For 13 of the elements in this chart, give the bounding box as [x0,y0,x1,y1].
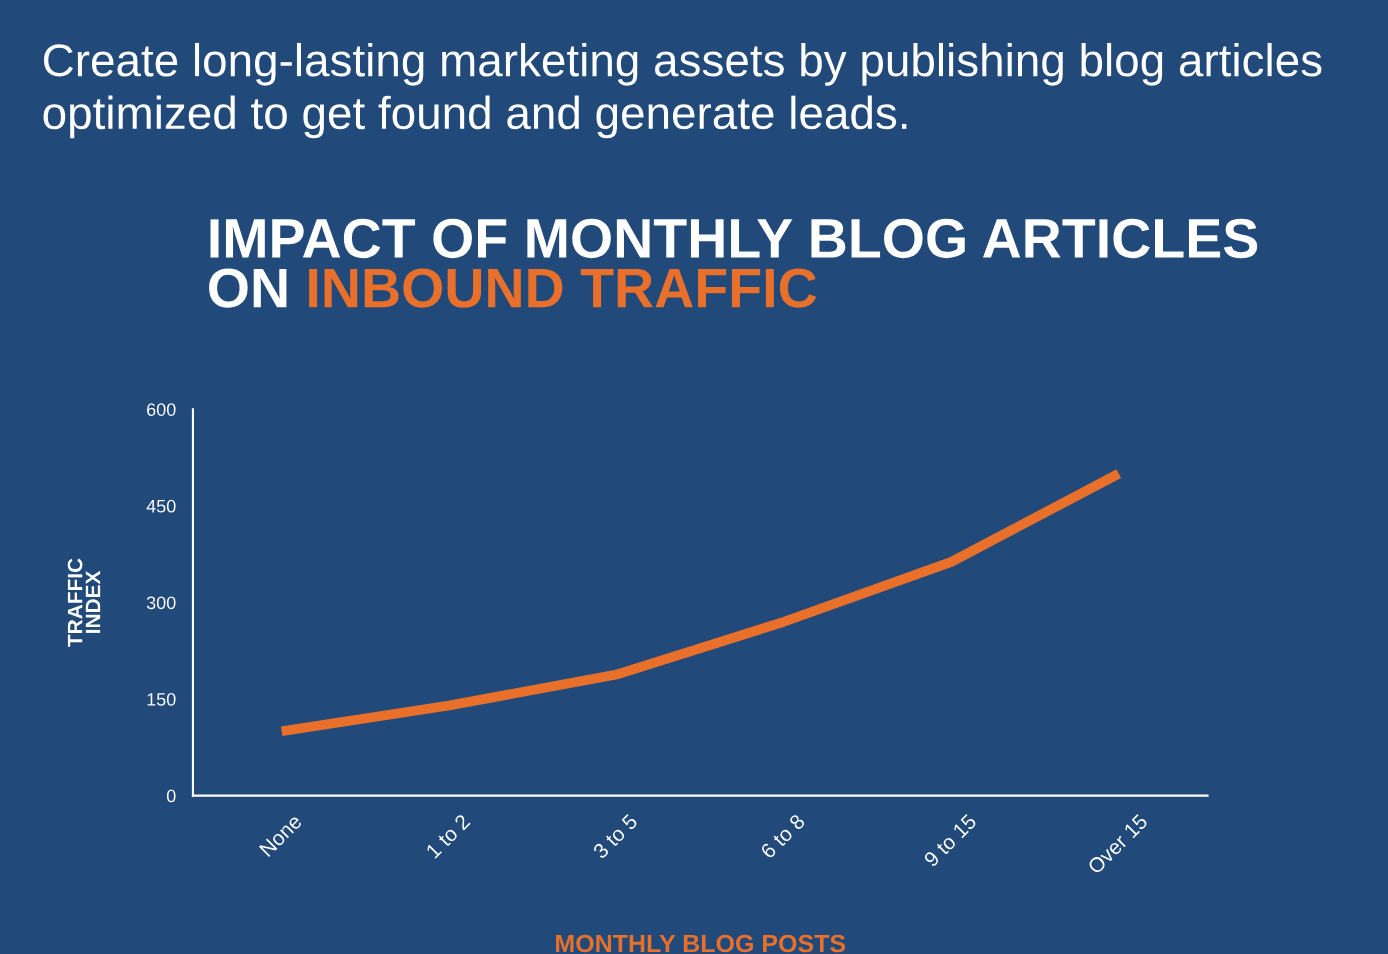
y-tick-label: 450 [146,499,176,513]
x-axis-title: MONTHLY BLOG POSTS [556,934,846,953]
y-tick-label: 150 [147,692,176,706]
chart-title: IMPACT OF MONTHLY BLOG ARTICLES ON INBOUND TRAFFIC [209,218,1258,308]
x-tick-label: 6 to 8 [759,813,806,860]
text: Create long-lasting marketing assets by publishing blog articles optimized to get found and generate leads. [43,42,1322,139]
y-axis-title: TRAFFIC INDEX [67,558,101,647]
x-tick-label: 9 to 15 [923,813,978,868]
x-tick-label: 3 to 5 [592,813,639,860]
x-tick-label: 1 to 2 [425,813,471,859]
y-tick-label: 300 [146,596,176,610]
y-tick-label: 600 [147,403,176,416]
y-tick-label: 0 [166,789,176,803]
